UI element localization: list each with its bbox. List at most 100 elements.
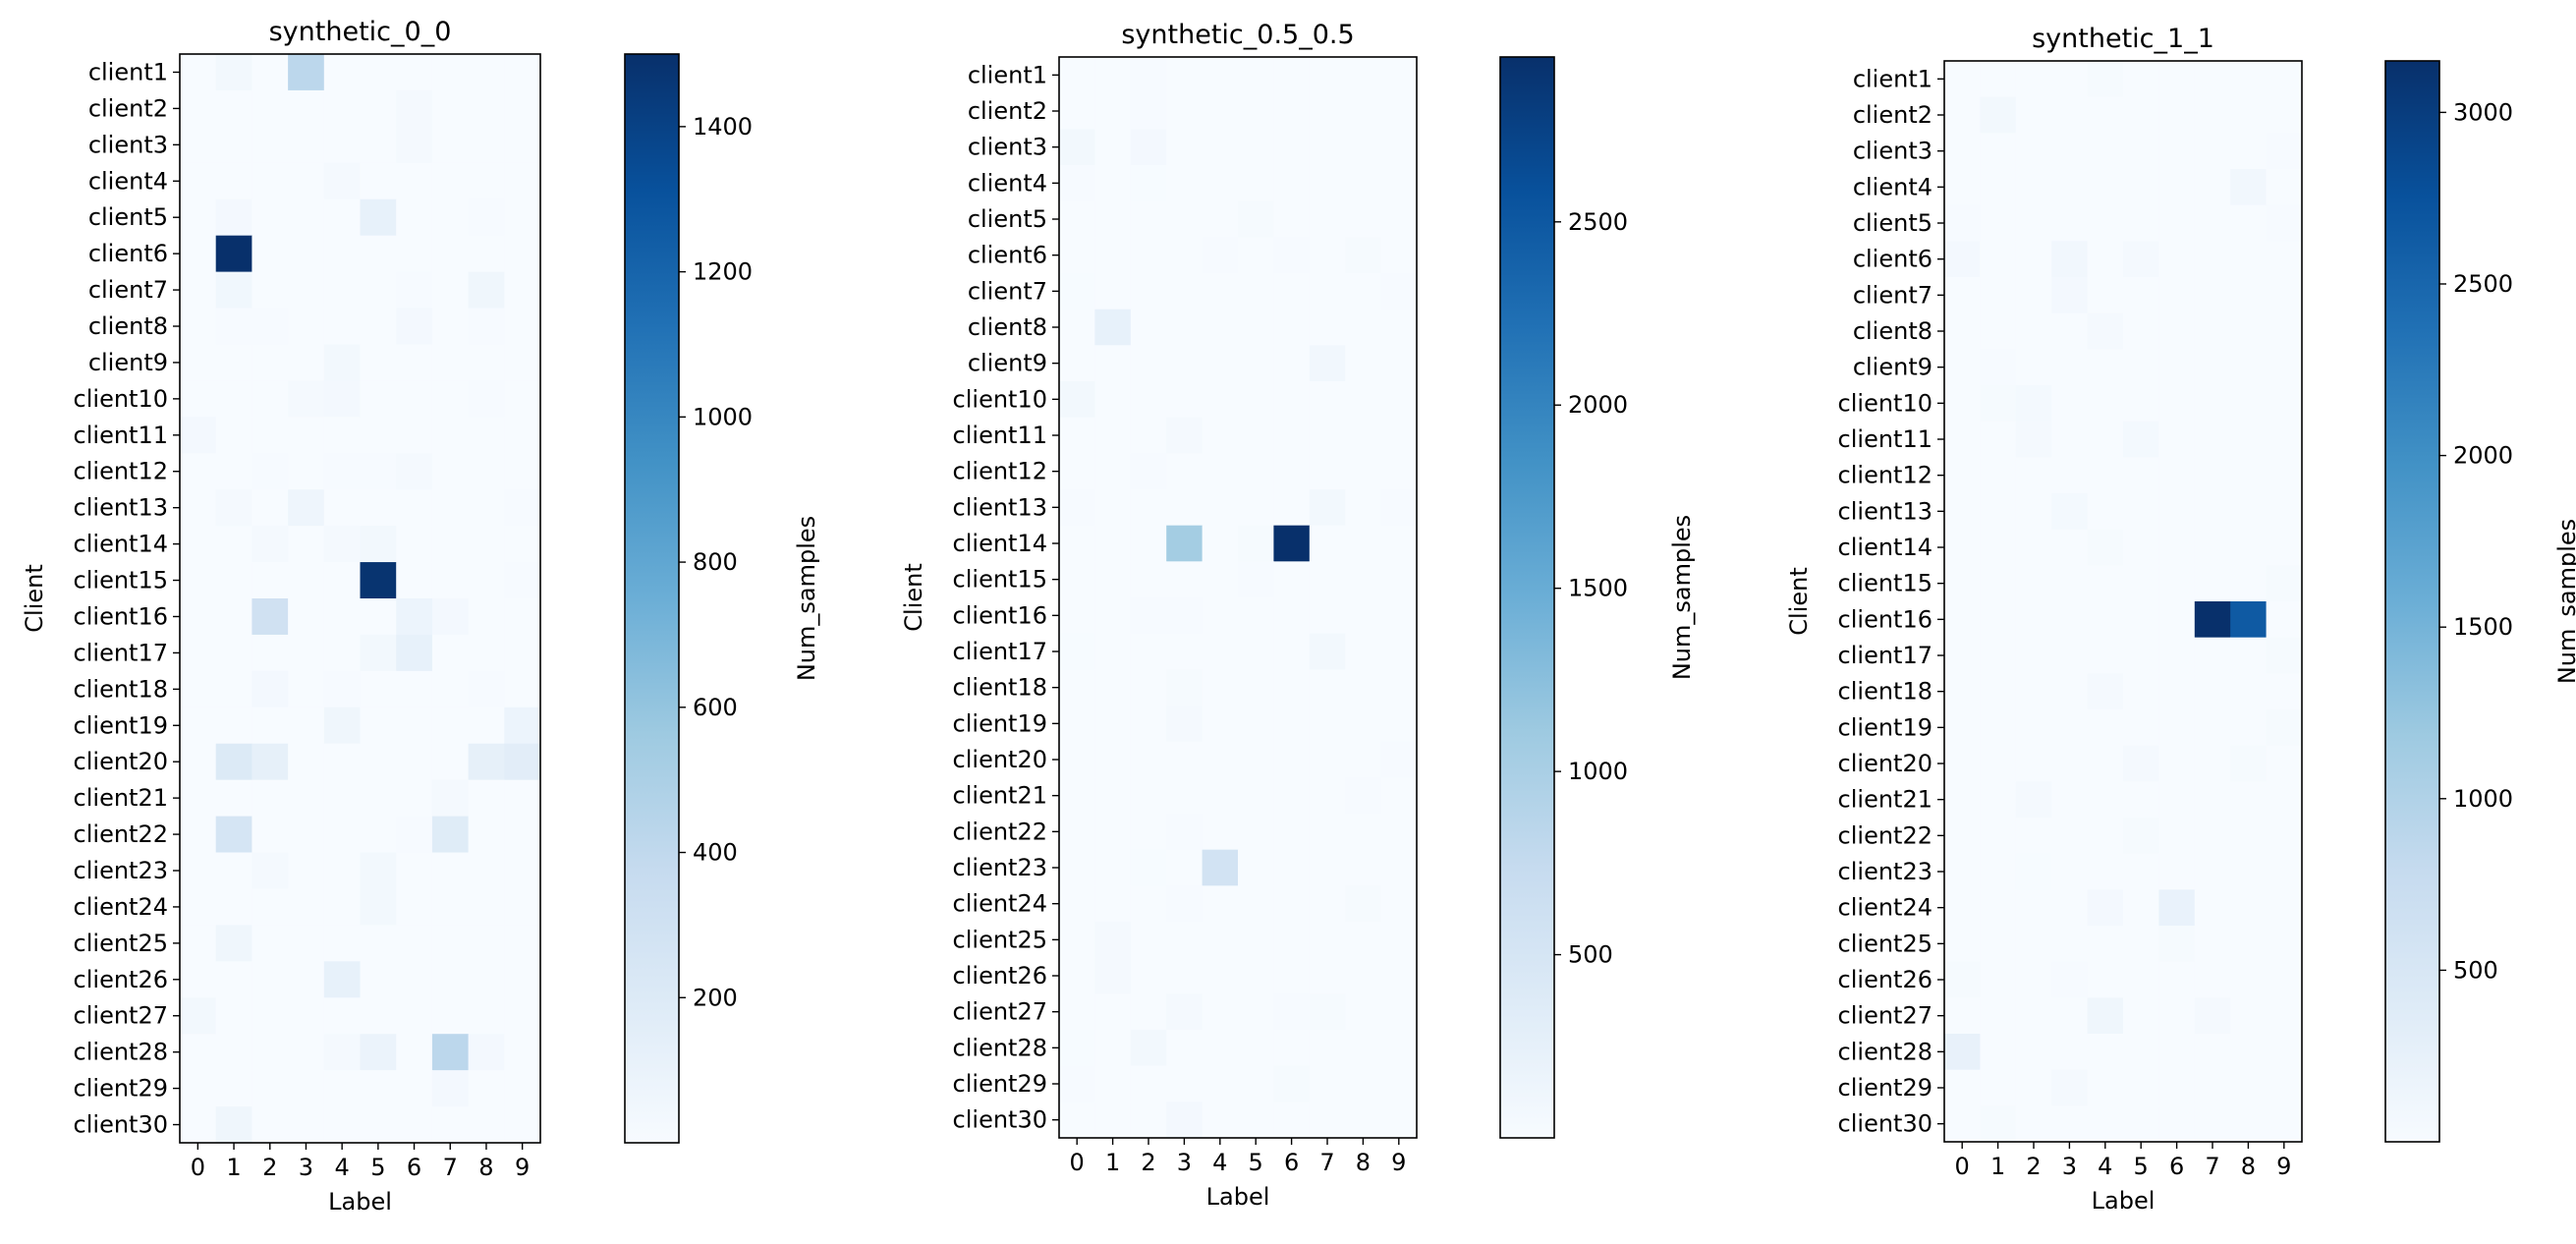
heatmap-cell xyxy=(2015,277,2052,314)
heatmap-cell xyxy=(396,126,433,164)
heatmap-cell xyxy=(1166,633,1204,670)
heatmap-cell xyxy=(1094,453,1132,490)
heatmap-cell xyxy=(2015,1034,2052,1071)
heatmap-cell xyxy=(252,308,289,345)
heatmap-cell xyxy=(180,271,217,310)
heatmap-cell xyxy=(288,271,325,310)
y-tick-label: client11 xyxy=(74,422,168,449)
heatmap-cell xyxy=(2266,926,2303,963)
y-tick-label: client12 xyxy=(74,458,168,485)
heatmap-cell xyxy=(396,235,433,273)
heatmap-cell xyxy=(2266,889,2303,927)
heatmap-cell xyxy=(504,634,541,672)
heatmap-cell xyxy=(215,526,252,563)
heatmap-cell xyxy=(1980,565,2017,602)
heatmap-cell xyxy=(215,308,252,345)
heatmap-cell xyxy=(1273,200,1311,238)
heatmap-cell xyxy=(431,707,470,745)
heatmap-cell xyxy=(180,707,217,745)
heatmap-cell xyxy=(2087,457,2124,494)
heatmap-cell xyxy=(1202,273,1239,311)
y-tick-label: client12 xyxy=(1838,462,1932,489)
heatmap-cell xyxy=(1944,889,1981,927)
heatmap-cell xyxy=(1094,1065,1132,1103)
heatmap-cell xyxy=(1130,561,1167,598)
heatmap-cell xyxy=(2123,637,2159,674)
y-tick-label: client10 xyxy=(1838,389,1932,417)
heatmap-cell xyxy=(1309,561,1346,598)
heatmap-cell xyxy=(1094,669,1132,707)
y-tick-label: client1 xyxy=(1853,65,1932,92)
heatmap-cell xyxy=(2123,673,2159,710)
heatmap-cell xyxy=(1238,633,1274,670)
heatmap-cell xyxy=(2015,818,2052,855)
heatmap-cell xyxy=(468,670,505,708)
heatmap-cell xyxy=(180,54,217,91)
heatmap-cell xyxy=(2087,745,2124,782)
heatmap-cell xyxy=(2194,61,2231,98)
heatmap-cell xyxy=(2051,997,2089,1035)
heatmap-cell xyxy=(431,380,470,418)
heatmap-cell xyxy=(2266,601,2303,639)
heatmap-cell xyxy=(1059,777,1095,815)
heatmap-cell xyxy=(288,162,325,200)
heatmap-cell xyxy=(1202,741,1239,778)
heatmap-cell xyxy=(396,453,433,490)
heatmap-cell xyxy=(1094,57,1132,94)
heatmap-cell xyxy=(2230,96,2268,134)
heatmap-cell xyxy=(468,526,505,563)
heatmap-cell xyxy=(1273,1102,1311,1139)
heatmap-cell xyxy=(504,453,541,490)
heatmap-cell xyxy=(504,1106,541,1144)
heatmap-cell xyxy=(504,526,541,563)
heatmap-cell xyxy=(1094,129,1132,166)
axes-frame xyxy=(1058,56,1418,1139)
heatmap-cell xyxy=(1202,165,1239,202)
heatmap-cell xyxy=(1380,200,1418,238)
y-tick-label: client28 xyxy=(953,1034,1047,1061)
heatmap-cell xyxy=(1166,200,1204,238)
heatmap-cell xyxy=(180,162,217,200)
heatmap-cell xyxy=(1944,709,1981,747)
heatmap-cell xyxy=(252,743,289,781)
heatmap-cell xyxy=(1980,818,2017,855)
heatmap-cell xyxy=(504,1070,541,1107)
y-tick-label: client22 xyxy=(74,820,168,848)
colorbar-label: Num_samples xyxy=(2553,519,2576,684)
heatmap-cell xyxy=(1166,1030,1204,1067)
heatmap-cell xyxy=(396,997,433,1035)
heatmap-cell xyxy=(1059,633,1095,670)
y-tick-label: client1 xyxy=(88,58,168,85)
heatmap-cell xyxy=(1980,133,2017,170)
heatmap-cell xyxy=(1380,489,1418,527)
heatmap-cell xyxy=(2123,349,2159,386)
heatmap-cell xyxy=(180,235,217,273)
heatmap-cell xyxy=(431,126,470,164)
heatmap-cell xyxy=(288,562,325,599)
heatmap-cell xyxy=(2051,709,2089,747)
heatmap-cell xyxy=(2266,241,2303,278)
heatmap-cell xyxy=(2051,241,2089,278)
heatmap-cell xyxy=(1238,129,1274,166)
heatmap-cell xyxy=(1166,273,1204,311)
heatmap-cell xyxy=(2194,349,2231,386)
heatmap-cell xyxy=(1380,1065,1418,1103)
heatmap-cell xyxy=(360,198,397,237)
heatmap-cell xyxy=(288,308,325,345)
heatmap-cell xyxy=(1380,561,1418,598)
heatmap-cell xyxy=(1345,885,1382,923)
x-tick-label: 5 xyxy=(370,1154,385,1181)
heatmap-cell xyxy=(1944,818,1981,855)
heatmap-cell xyxy=(2051,457,2089,494)
heatmap-cell xyxy=(396,634,433,672)
heatmap-cell xyxy=(1980,1069,2017,1106)
x-tick-label: 6 xyxy=(407,1154,421,1181)
heatmap-cell xyxy=(360,888,397,926)
heatmap-cell xyxy=(1380,237,1418,274)
heatmap-cell xyxy=(1309,885,1346,923)
heatmap-cell xyxy=(1944,133,1981,170)
heatmap-cell xyxy=(2266,1105,2303,1143)
heatmap-cell xyxy=(2230,565,2268,602)
heatmap-cell xyxy=(323,634,361,672)
heatmap-cell xyxy=(1980,637,2017,674)
